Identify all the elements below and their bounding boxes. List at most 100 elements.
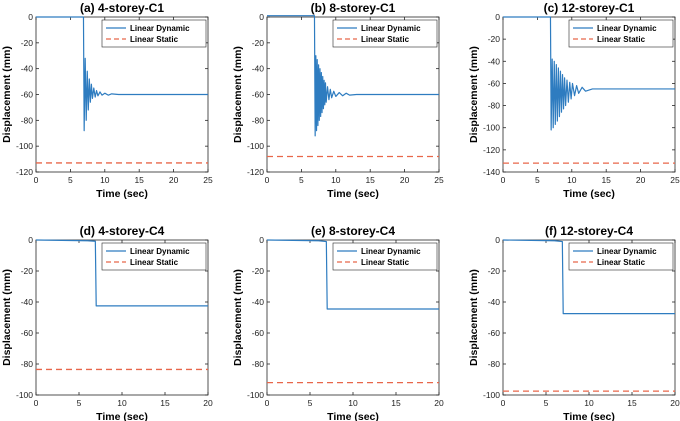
x-tick-label: 5: [299, 175, 304, 185]
y-axis-label: Displacement (mm): [468, 46, 480, 143]
y-tick-label: 0: [28, 12, 33, 22]
y-tick-label: -80: [488, 101, 501, 111]
legend-label: Linear Static: [361, 35, 410, 44]
x-tick-label: 10: [348, 398, 358, 408]
legend: Linear Dynamic Linear Static: [101, 242, 207, 271]
legend: Linear Dynamic Linear Static: [332, 242, 438, 271]
x-tick-label: 5: [308, 398, 313, 408]
legend-label: Linear Static: [361, 258, 410, 267]
x-tick-label: 10: [117, 398, 127, 408]
x-tick-label: 5: [535, 175, 540, 185]
y-axis-label: Displacement (mm): [468, 269, 480, 366]
y-tick-label: -60: [488, 78, 501, 88]
legend-label: Linear Dynamic: [130, 24, 190, 33]
x-tick-label: 20: [636, 175, 646, 185]
x-tick-label: 25: [670, 175, 680, 185]
subplot-1: (a) 4-storey-C1 0 5 10 15 20 25 0 -20 -40 -60 -80 -1…: [1, 1, 213, 200]
x-axis-label: Time (sec): [96, 411, 148, 421]
x-tick-label: 10: [100, 175, 110, 185]
x-tick-label: 15: [365, 175, 375, 185]
chart-title: (a) 4-storey-C1: [80, 1, 164, 15]
legend: Linear Dynamic Linear Static: [568, 242, 674, 271]
legend-label: Linear Static: [130, 258, 179, 267]
x-tick-label: 5: [68, 175, 73, 185]
y-tick-label: 0: [259, 235, 264, 245]
subplot-5: (e) 8-storey-C4 0 5 10 15 20 0 -20 -40 -60 -80 -100…: [232, 224, 444, 421]
y-tick-label: -20: [488, 34, 501, 44]
x-tick-label: 0: [265, 398, 270, 408]
legend-label: Linear Static: [597, 258, 646, 267]
y-tick-label: -20: [21, 38, 34, 48]
x-tick-label: 20: [169, 175, 179, 185]
legend-box: [568, 242, 674, 271]
x-axis-label: Time (sec): [563, 411, 615, 421]
y-tick-label: -20: [21, 266, 34, 276]
x-tick-label: 0: [501, 175, 506, 185]
x-tick-label: 0: [265, 175, 270, 185]
subplot-3: (c) 12-storey-C1 0 5 10 15 20 25 0 -20 -40 -60 -80 -…: [468, 1, 680, 200]
x-tick-label: 10: [567, 175, 577, 185]
x-tick-label: 25: [203, 175, 213, 185]
legend-box: [101, 19, 207, 48]
x-tick-label: 15: [627, 398, 637, 408]
y-tick-label: -100: [16, 141, 33, 151]
subplot-6: (f) 12-storey-C4 0 5 10 15 20 0 -20 -40 -60 -80 -10…: [468, 224, 680, 421]
series-line-linear-dynamic: [503, 16, 675, 131]
x-axis-label: Time (sec): [563, 188, 615, 200]
x-tick-label: 20: [400, 175, 410, 185]
legend-label: Linear Dynamic: [597, 247, 657, 256]
chart-title: (b) 8-storey-C1: [311, 1, 396, 15]
legend-label: Linear Static: [130, 35, 179, 44]
y-tick-label: -40: [252, 297, 265, 307]
x-tick-label: 0: [34, 398, 39, 408]
y-tick-label: -100: [16, 390, 33, 400]
legend-label: Linear Dynamic: [361, 247, 421, 256]
y-tick-label: -120: [16, 167, 33, 177]
y-tick-label: 0: [259, 12, 264, 22]
y-tick-label: -80: [252, 115, 265, 125]
y-tick-label: 0: [495, 12, 500, 22]
x-tick-label: 0: [501, 398, 506, 408]
legend: Linear Dynamic Linear Static: [332, 19, 438, 48]
x-tick-label: 10: [584, 398, 594, 408]
legend-box: [332, 19, 438, 48]
x-tick-label: 15: [601, 175, 611, 185]
x-axis-label: Time (sec): [327, 411, 379, 421]
series-line-linear-dynamic: [267, 15, 439, 137]
x-axis-label: Time (sec): [96, 188, 148, 200]
legend-box: [101, 242, 207, 271]
x-tick-label: 15: [391, 398, 401, 408]
y-tick-label: -60: [21, 90, 34, 100]
y-tick-label: -100: [483, 390, 500, 400]
y-axis-label: Displacement (mm): [232, 269, 244, 366]
legend: Linear Dynamic Linear Static: [101, 19, 207, 48]
y-tick-label: -100: [247, 141, 264, 151]
chart-title: (c) 12-storey-C1: [544, 1, 635, 15]
x-tick-label: 20: [203, 398, 213, 408]
y-tick-label: -80: [21, 359, 34, 369]
chart-title: (f) 12-storey-C4: [545, 224, 633, 238]
y-tick-label: -40: [488, 297, 501, 307]
legend-label: Linear Static: [597, 35, 646, 44]
series-line-linear-dynamic: [502, 239, 675, 315]
x-tick-label: 0: [34, 175, 39, 185]
y-tick-label: -80: [21, 115, 34, 125]
subplot-4: (d) 4-storey-C4 0 5 10 15 20 0 -20 -40 -60 -80 -100…: [1, 224, 213, 421]
x-tick-label: 25: [434, 175, 444, 185]
series-line-linear-dynamic: [35, 239, 208, 307]
legend: Linear Dynamic Linear Static: [568, 19, 674, 48]
legend-label: Linear Dynamic: [361, 24, 421, 33]
y-tick-label: -40: [21, 297, 34, 307]
y-tick-label: -40: [21, 64, 34, 74]
y-axis-label: Displacement (mm): [1, 269, 13, 366]
chart-title: (e) 8-storey-C4: [311, 224, 395, 238]
x-tick-label: 5: [544, 398, 549, 408]
y-tick-label: -80: [252, 359, 265, 369]
y-tick-label: -20: [488, 266, 501, 276]
y-tick-label: -80: [488, 359, 501, 369]
series-line-linear-dynamic: [266, 239, 439, 310]
x-tick-label: 20: [670, 398, 680, 408]
y-tick-label: -60: [252, 328, 265, 338]
subplot-2: (b) 8-storey-C1 0 5 10 15 20 25 0 -20 -40 -60 -80 -1…: [232, 1, 444, 200]
